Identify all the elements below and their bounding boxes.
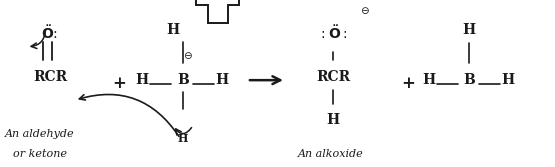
- Text: H: H: [215, 73, 229, 87]
- Text: RCR: RCR: [316, 70, 350, 84]
- Text: B: B: [463, 73, 475, 87]
- Text: H: H: [501, 73, 514, 87]
- Text: H: H: [135, 73, 148, 87]
- Text: RCR: RCR: [33, 70, 67, 84]
- Text: B: B: [177, 73, 189, 87]
- Text: H: H: [178, 133, 188, 144]
- Text: H: H: [326, 113, 340, 127]
- Text: $\ominus$: $\ominus$: [360, 5, 370, 16]
- Text: $\ominus$: $\ominus$: [183, 50, 193, 61]
- Text: H: H: [166, 23, 180, 37]
- Text: An alkoxide: An alkoxide: [297, 149, 363, 159]
- Text: $:\mathbf{\ddot{O}}:$: $:\mathbf{\ddot{O}}:$: [318, 25, 348, 42]
- Text: or ketone: or ketone: [13, 149, 67, 159]
- Text: +: +: [112, 75, 127, 92]
- Text: H: H: [462, 23, 476, 37]
- Text: $\mathbf{\ddot{O}}$:: $\mathbf{\ddot{O}}$:: [42, 25, 58, 42]
- Text: +: +: [401, 75, 415, 92]
- Text: H: H: [422, 73, 436, 87]
- Text: An aldehyde: An aldehyde: [5, 129, 75, 139]
